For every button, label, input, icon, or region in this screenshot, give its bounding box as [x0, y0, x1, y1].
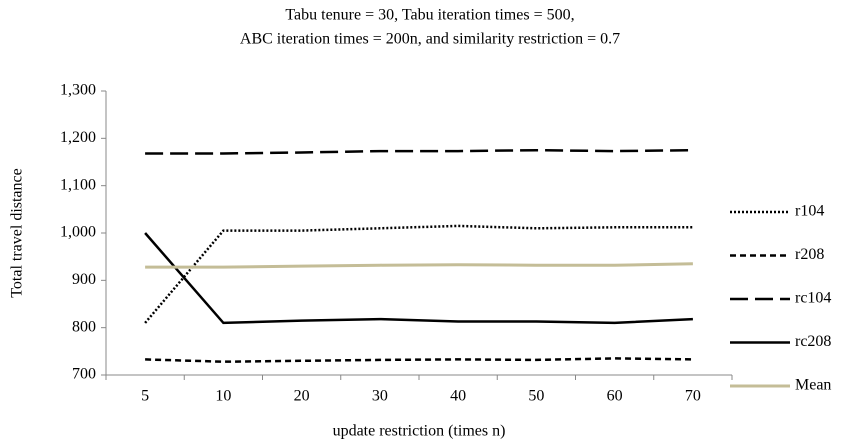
legend-label: rc208 [795, 333, 831, 350]
x-tick-label: 60 [607, 388, 623, 405]
y-axis-label: Total travel distance [9, 168, 26, 298]
x-axis-label: update restriction (times n) [333, 423, 506, 440]
y-tick-label: 1,300 [60, 82, 96, 99]
series-line [145, 357, 693, 363]
series-line [144, 232, 693, 325]
x-tick-label: 30 [372, 388, 388, 405]
y-tick-label: 800 [72, 318, 96, 335]
legend-label: Mean [795, 377, 831, 394]
x-tick-label: 50 [528, 388, 544, 405]
x-tick-label: 10 [215, 388, 231, 405]
legend-label: rc104 [795, 290, 831, 307]
y-tick-label: 1,200 [60, 129, 96, 146]
x-tick-label: 20 [294, 388, 310, 405]
y-tick-label: 900 [72, 271, 96, 288]
series-line [144, 224, 693, 324]
legend-label: r104 [795, 203, 824, 220]
series-line [145, 262, 693, 269]
chart-title: Tabu tenure = 30, Tabu iteration times =… [285, 7, 574, 24]
y-tick-label: 1,000 [60, 224, 96, 241]
series-line [145, 148, 693, 155]
y-tick-label: 1,100 [60, 176, 96, 193]
legend-label: r208 [795, 246, 824, 263]
chart-title: ABC iteration times = 200n, and similari… [240, 31, 620, 48]
y-tick-label: 700 [72, 366, 96, 383]
x-tick-label: 5 [141, 388, 149, 405]
x-tick-label: 40 [450, 388, 466, 405]
x-tick-label: 70 [685, 388, 701, 405]
